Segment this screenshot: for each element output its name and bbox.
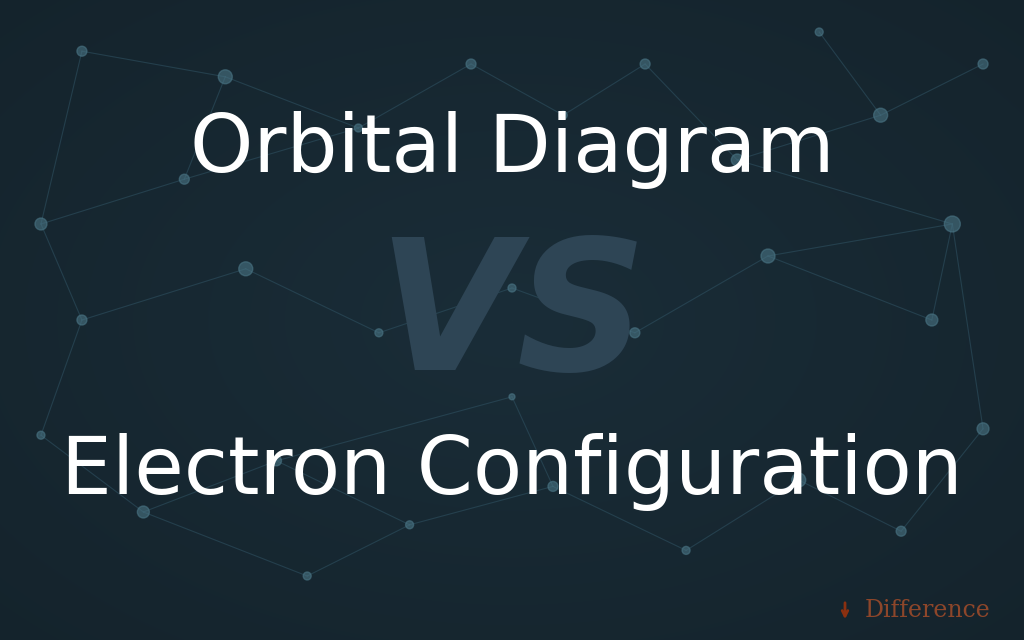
Circle shape: [978, 59, 988, 69]
Circle shape: [354, 124, 362, 132]
Circle shape: [37, 431, 45, 439]
Text: VS: VS: [377, 232, 647, 408]
Circle shape: [406, 521, 414, 529]
Circle shape: [761, 249, 775, 263]
Circle shape: [559, 111, 567, 119]
Circle shape: [640, 59, 650, 69]
Circle shape: [303, 572, 311, 580]
Circle shape: [977, 423, 989, 435]
Circle shape: [682, 547, 690, 554]
Circle shape: [944, 216, 961, 232]
Circle shape: [792, 473, 806, 487]
Circle shape: [179, 174, 189, 184]
Circle shape: [896, 526, 906, 536]
Circle shape: [731, 154, 743, 166]
Circle shape: [466, 59, 476, 69]
Text: Electron Configuration: Electron Configuration: [61, 433, 963, 511]
Circle shape: [375, 329, 383, 337]
Circle shape: [239, 262, 253, 276]
Circle shape: [77, 46, 87, 56]
Text: Orbital Diagram: Orbital Diagram: [189, 111, 835, 189]
Circle shape: [137, 506, 150, 518]
Circle shape: [630, 328, 640, 338]
Circle shape: [77, 315, 87, 325]
Circle shape: [926, 314, 938, 326]
Circle shape: [35, 218, 47, 230]
Circle shape: [508, 284, 516, 292]
Circle shape: [509, 394, 515, 400]
Circle shape: [271, 456, 282, 466]
Circle shape: [548, 481, 558, 492]
Circle shape: [218, 70, 232, 84]
Circle shape: [873, 108, 888, 122]
Text: Difference: Difference: [864, 599, 990, 622]
Circle shape: [815, 28, 823, 36]
